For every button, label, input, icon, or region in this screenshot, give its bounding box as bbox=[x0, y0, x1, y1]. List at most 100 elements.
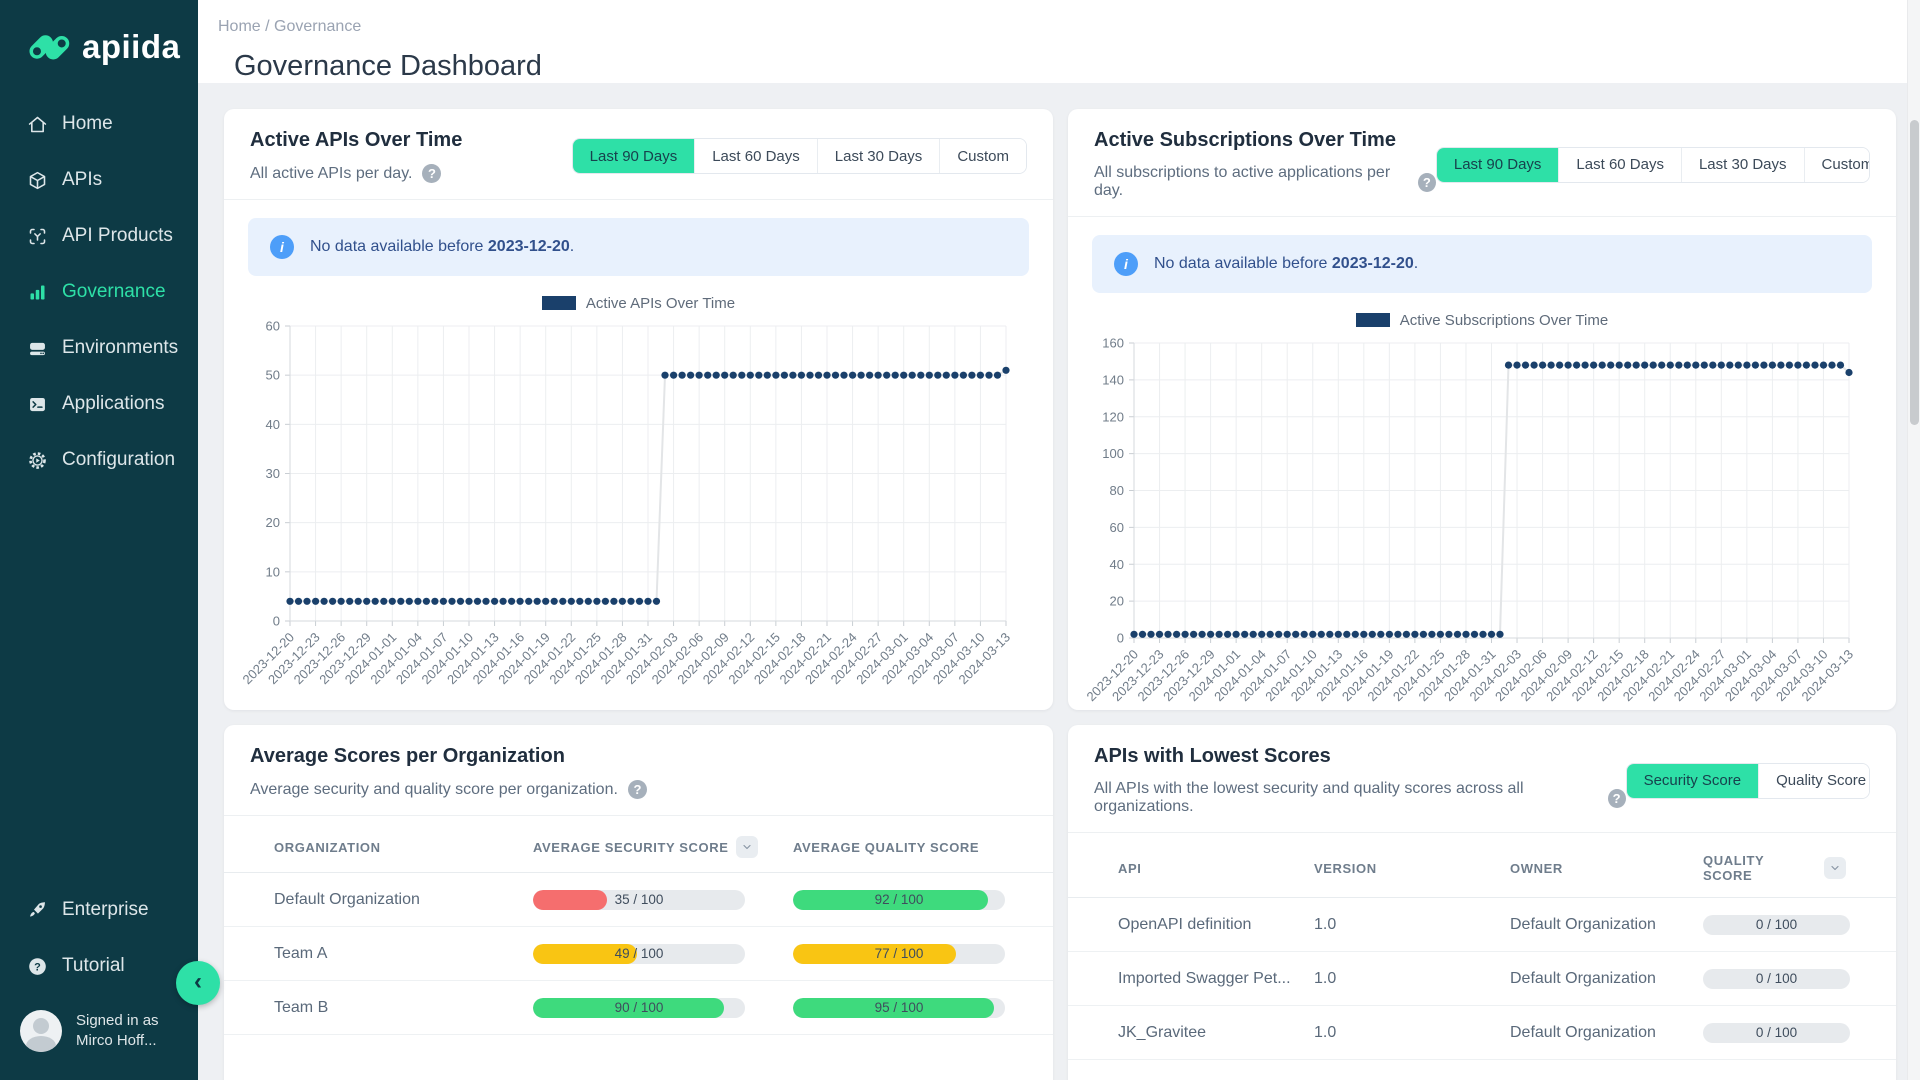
chart-legend[interactable]: Active Subscriptions Over Time bbox=[1092, 307, 1872, 333]
chevron-left-icon: ‹ bbox=[194, 967, 202, 995]
table-row[interactable]: Team B 90 / 100 95 / 100 bbox=[224, 981, 1053, 1035]
sidebar-item-governance[interactable]: Governance bbox=[0, 264, 198, 320]
breadcrumb-home[interactable]: Home bbox=[218, 18, 261, 35]
sidebar-item-environments[interactable]: Environments bbox=[0, 320, 198, 376]
range-last-60-days-button[interactable]: Last 60 Days bbox=[1558, 147, 1681, 182]
range-custom-button[interactable]: Custom bbox=[1803, 147, 1869, 182]
card-subtitle: Average security and quality score per o… bbox=[250, 780, 618, 798]
score-label: 0 / 100 bbox=[1755, 1024, 1798, 1040]
sidebar-item-tutorial[interactable]: ? Tutorial bbox=[0, 938, 198, 994]
svg-text:40: 40 bbox=[1110, 557, 1124, 572]
help-icon[interactable]: ? bbox=[1417, 172, 1436, 192]
org-name: Team A bbox=[274, 944, 328, 962]
apiida-logo-icon bbox=[29, 35, 70, 60]
active-subscriptions-chart[interactable]: 0204060801001201401602023-12-202023-12-2… bbox=[1083, 333, 1872, 710]
active-apis-chart[interactable]: 01020304050602023-12-202023-12-232023-12… bbox=[239, 316, 1029, 708]
range-last-60-days-button[interactable]: Last 60 Days bbox=[694, 139, 817, 173]
sidebar-item-label: APIs bbox=[62, 169, 103, 190]
score-label: 90 / 100 bbox=[614, 999, 664, 1015]
svg-text:100: 100 bbox=[1102, 446, 1124, 461]
score-label: 0 / 100 bbox=[1755, 916, 1798, 932]
sidebar-item-applications[interactable]: Applications bbox=[0, 376, 198, 432]
dashboard-grid: Active APIs Over Time All active APIs pe… bbox=[198, 83, 1920, 1080]
sidebar-spacer bbox=[0, 488, 198, 882]
user-name: Mirco Hoff... bbox=[76, 1032, 157, 1049]
svg-text:60: 60 bbox=[266, 319, 280, 334]
svg-text:50: 50 bbox=[266, 368, 280, 383]
help-icon[interactable]: ? bbox=[422, 164, 442, 183]
column-version: VERSION bbox=[1314, 860, 1377, 876]
time-range-selector: Last 90 Days Last 60 Days Last 30 Days C… bbox=[571, 138, 1027, 174]
terminal-icon bbox=[30, 397, 45, 411]
tab-quality-score[interactable]: Quality Score bbox=[1758, 763, 1869, 798]
sidebar-item-label: Governance bbox=[62, 281, 166, 302]
avatar bbox=[20, 1010, 62, 1052]
main-area: Home / Governance Governance Dashboard A… bbox=[198, 0, 1920, 1080]
table-row[interactable]: Imported Swagger Pet... 1.0 Default Orga… bbox=[1068, 952, 1896, 1006]
active-apis-card: Active APIs Over Time All active APIs pe… bbox=[224, 109, 1053, 710]
chevron-down-icon bbox=[743, 844, 752, 850]
card-title: Active Subscriptions Over Time bbox=[1094, 129, 1396, 151]
lowest-scores-card: APIs with Lowest Scores All APIs with th… bbox=[1068, 725, 1896, 1080]
table-row[interactable]: JK_Gravitee 1.0 Default Organization 0 /… bbox=[1068, 1006, 1896, 1060]
range-last-90-days-button[interactable]: Last 90 Days bbox=[1436, 147, 1559, 182]
scrollbar-thumb[interactable] bbox=[1910, 120, 1919, 425]
svg-text:160: 160 bbox=[1102, 336, 1124, 351]
breadcrumb-separator: / bbox=[265, 18, 270, 35]
legend-label: Active APIs Over Time bbox=[585, 294, 736, 312]
score-type-tabs: Security Score Quality Score bbox=[1625, 762, 1870, 799]
score-label: 77 / 100 bbox=[874, 945, 924, 961]
info-banner: i No data available before 2023-12-20. bbox=[1092, 235, 1872, 293]
average-scores-card: Average Scores per Organization Average … bbox=[224, 725, 1053, 1080]
sort-button[interactable] bbox=[1824, 857, 1846, 879]
banner-date: 2023-12-20 bbox=[1331, 255, 1414, 272]
security-score-bar: 49 / 100 bbox=[533, 943, 745, 964]
quality-score-bar: 77 / 100 bbox=[793, 943, 1005, 964]
cube-icon bbox=[29, 171, 46, 189]
sort-button[interactable] bbox=[736, 836, 759, 858]
svg-text:40: 40 bbox=[266, 417, 280, 432]
sidebar-item-api-products[interactable]: API Products bbox=[0, 208, 198, 264]
table-row[interactable]: OpenAPI definition 1.0 Default Organizat… bbox=[1068, 898, 1896, 952]
svg-text:0: 0 bbox=[273, 614, 280, 629]
security-score-bar: 35 / 100 bbox=[533, 889, 745, 910]
sidebar-item-apis[interactable]: APIs bbox=[0, 152, 198, 208]
svg-text:30: 30 bbox=[266, 466, 280, 481]
quality-score-bar: 0 / 100 bbox=[1703, 1022, 1850, 1043]
sidebar-item-enterprise[interactable]: Enterprise bbox=[0, 882, 198, 938]
time-range-selector: Last 90 Days Last 60 Days Last 30 Days C… bbox=[1435, 146, 1870, 183]
sidebar-item-configuration[interactable]: Configuration bbox=[0, 432, 198, 488]
sidebar-item-label: API Products bbox=[62, 225, 173, 246]
home-icon bbox=[28, 116, 47, 132]
svg-text:10: 10 bbox=[266, 564, 280, 579]
rocket-icon bbox=[30, 901, 45, 917]
api-owner: Default Organization bbox=[1510, 915, 1656, 933]
brand-logo[interactable]: apiida bbox=[0, 0, 198, 74]
help-icon[interactable]: ? bbox=[627, 780, 647, 799]
chart-legend[interactable]: Active APIs Over Time bbox=[248, 290, 1029, 316]
breadcrumb: Home / Governance bbox=[218, 18, 1920, 36]
api-owner: Default Organization bbox=[1510, 969, 1656, 987]
tab-security-score[interactable]: Security Score bbox=[1626, 763, 1759, 798]
quality-score-bar: 0 / 100 bbox=[1703, 968, 1850, 989]
column-api: API bbox=[1118, 860, 1142, 876]
help-icon[interactable]: ? bbox=[1607, 788, 1626, 808]
range-last-30-days-button[interactable]: Last 30 Days bbox=[1680, 147, 1804, 182]
server-icon bbox=[30, 342, 45, 355]
svg-text:20: 20 bbox=[266, 515, 280, 530]
sidebar-collapse-button[interactable]: ‹ bbox=[176, 961, 220, 1005]
svg-text:80: 80 bbox=[1110, 483, 1124, 498]
user-account[interactable]: Signed in as Mirco Hoff... bbox=[0, 994, 198, 1072]
table-row[interactable]: Team A 49 / 100 77 / 100 bbox=[224, 927, 1053, 981]
column-owner: OWNER bbox=[1510, 860, 1563, 876]
sidebar-item-home[interactable]: Home bbox=[0, 96, 198, 152]
range-last-30-days-button[interactable]: Last 30 Days bbox=[816, 139, 940, 173]
range-custom-button[interactable]: Custom bbox=[939, 139, 1026, 173]
score-label: 95 / 100 bbox=[874, 999, 924, 1015]
table-row[interactable]: Default Organization 35 / 100 92 / 100 bbox=[224, 873, 1053, 927]
column-organization: ORGANIZATION bbox=[274, 839, 381, 855]
column-quality-score: QUALITY SCORE bbox=[1703, 853, 1765, 883]
gear-icon bbox=[29, 451, 46, 469]
vertical-scrollbar[interactable] bbox=[1907, 0, 1920, 1080]
range-last-90-days-button[interactable]: Last 90 Days bbox=[572, 139, 695, 173]
